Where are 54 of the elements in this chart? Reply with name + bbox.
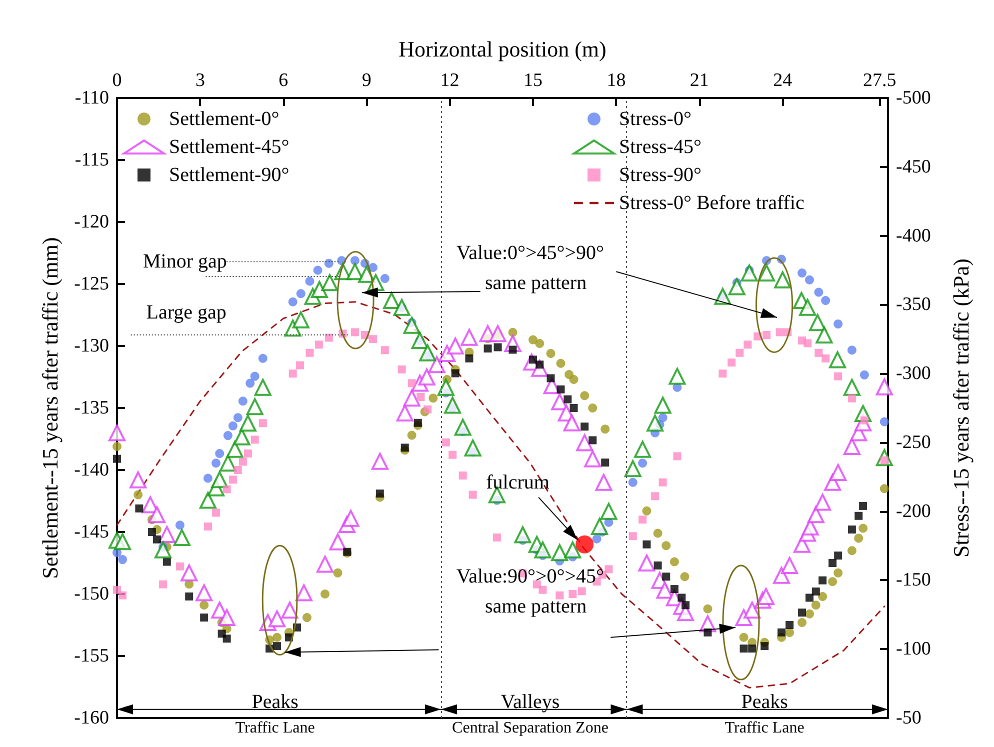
y2-tick-label: -450 [896, 156, 931, 178]
y-tick-label: -155 [74, 646, 109, 666]
annotation: Large gap [146, 302, 226, 324]
x-tick-label: 9 [362, 70, 372, 91]
legend-label: Settlement-90° [169, 164, 290, 186]
y2-axis-title: Stress--15 years after traffic (kPa) [948, 258, 974, 558]
y2-tick-label: -100 [896, 638, 931, 660]
legend-label: Settlement-45° [169, 136, 290, 158]
y-tick-label: -160 [74, 708, 109, 728]
annotation: Value:0°>45°>90° [456, 242, 604, 264]
y-tick-label: -140 [74, 460, 109, 480]
annotation: Minor gap [143, 250, 227, 273]
x-tick-label: 0 [112, 70, 122, 91]
annotation: Valleys [500, 690, 560, 713]
y2-tick-label: -300 [896, 363, 931, 384]
y-axis-title: Settlement--15 years after traffic (mm) [38, 237, 62, 579]
legend-label: Stress-45° [619, 136, 702, 158]
legend-label: Settlement-0° [169, 108, 280, 130]
y-tick-label: -120 [74, 212, 109, 232]
legend-label: Stress-90° [619, 164, 702, 186]
x-tick-label: 24 [773, 70, 793, 91]
annotation: same pattern [484, 595, 587, 618]
annotation: same pattern [484, 272, 587, 294]
x-tick-label: 6 [278, 70, 288, 91]
annotation: fulcrum [486, 471, 550, 494]
x-tick-label: 15 [524, 70, 543, 91]
x-tick-label: 18 [606, 70, 626, 91]
y-tick-label: -150 [74, 584, 109, 604]
annotation: Peaks [252, 690, 299, 713]
y2-tick-label: -200 [896, 500, 931, 522]
y2-tick-label: -350 [896, 294, 931, 316]
y-tick-label: -135 [74, 398, 109, 418]
y-tick-label: -115 [74, 150, 109, 170]
text: Traffic Lane [724, 720, 804, 736]
x-axis-title: Horizontal position (m) [398, 36, 606, 62]
y-tick-label: -130 [74, 336, 109, 356]
y2-tick-label: -50 [896, 708, 922, 728]
text: Traffic Lane [235, 720, 315, 736]
legend-label: Stress-0° [619, 108, 692, 130]
y2-tick-label: -250 [896, 432, 931, 453]
x-tick-label: 21 [690, 70, 709, 91]
y-tick-label: -125 [74, 274, 109, 294]
y-tick-label: -110 [74, 88, 109, 108]
y2-tick-label: -150 [896, 570, 931, 591]
annotation: Value:90°>0°>45° [456, 566, 604, 588]
y2-tick-label: -400 [896, 225, 931, 246]
y2-tick-label: -500 [896, 88, 931, 108]
x-tick-label: 3 [195, 70, 205, 91]
x-tick-label: 27.5 [863, 70, 896, 91]
y-tick-label: -145 [74, 522, 109, 542]
legend-label: Stress-0° Before traffic [619, 192, 804, 214]
annotation: Peaks [741, 690, 788, 713]
x-tick-label: 12 [440, 70, 460, 91]
text: Central Separation Zone [452, 720, 608, 736]
